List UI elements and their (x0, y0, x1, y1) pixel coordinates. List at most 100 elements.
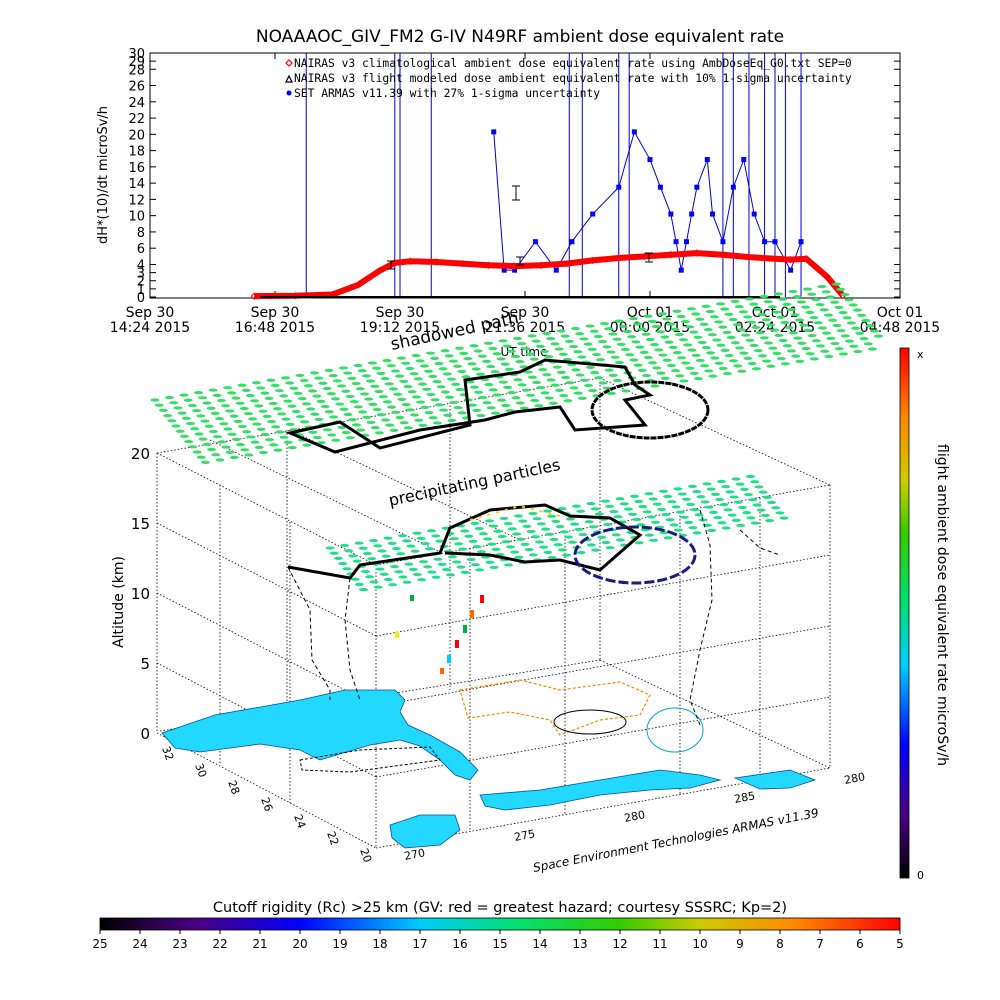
particle-dash (673, 528, 683, 532)
particle-dash (419, 560, 428, 564)
cutoff-tick-label: 11 (652, 937, 667, 951)
particle-dash (605, 546, 615, 550)
particle-dash (295, 373, 305, 377)
particle-dash (602, 386, 612, 390)
ground-track-circle (553, 709, 627, 735)
particle-dash (559, 530, 569, 534)
particle-dash (776, 357, 786, 361)
particle-dash (344, 549, 354, 553)
particle-dash (347, 418, 357, 422)
particle-dash (457, 411, 467, 415)
armas-point (647, 157, 653, 163)
cutoff-rigidity-gradient (99, 917, 901, 931)
particle-dash (755, 331, 765, 335)
particle-dash (326, 392, 336, 396)
particle-dash (531, 339, 541, 343)
particle-dash (675, 510, 685, 514)
particle-dash (485, 560, 495, 564)
particle-dash (266, 420, 276, 424)
particle-dash (793, 336, 803, 340)
particle-dash (291, 409, 301, 414)
particle-dash (431, 534, 441, 538)
particle-dash (716, 302, 725, 306)
cutoff-tick-label: 16 (452, 937, 467, 951)
particle-dash (372, 407, 382, 412)
particle-dash (432, 380, 442, 384)
particle-dash (376, 371, 386, 376)
x-tick-time: 16:48 2015 (235, 320, 315, 336)
particle-dash (692, 531, 702, 535)
particle-dash (803, 287, 812, 291)
particle-dash (204, 424, 214, 428)
particle-dash (383, 577, 393, 582)
particle-dash (225, 450, 235, 454)
armas-point (491, 129, 497, 135)
particle-dash (641, 332, 651, 336)
particle-dash (673, 487, 683, 491)
particle-dash (362, 551, 372, 556)
particle-dash (476, 413, 486, 418)
particle-dash (422, 387, 432, 391)
nairas-point (406, 257, 415, 265)
particle-dash (651, 324, 661, 329)
particle-dash (341, 389, 351, 393)
particle-dash (256, 386, 266, 390)
particle-dash (538, 367, 548, 372)
particle-dash (543, 550, 553, 554)
particle-dash (194, 391, 203, 395)
x-tick-date: Sep 30 (251, 305, 300, 321)
particle-dash (190, 427, 200, 431)
cutoff-tick-label: 15 (492, 937, 507, 951)
particle-dash (805, 352, 815, 356)
particle-dash (729, 359, 738, 363)
particle-dash (598, 381, 608, 385)
particle-dash (390, 565, 399, 569)
particle-dash (413, 377, 423, 381)
particle-dash (329, 551, 339, 555)
particle-dash (661, 512, 671, 517)
particle-dash (748, 498, 758, 502)
particle-dash (608, 332, 618, 336)
particle-dash (758, 354, 767, 358)
particle-dash (720, 307, 730, 311)
particle-dash (397, 356, 406, 360)
particle-dash (586, 502, 596, 506)
particle-dash (588, 389, 598, 393)
armas-point (532, 239, 538, 245)
armas-point (762, 239, 768, 245)
cutoff-tick-label: 9 (736, 937, 744, 951)
particle-dash (813, 321, 823, 325)
particle-dash (183, 398, 193, 402)
cutoff-rigidity-title: Cutoff rigidity (Rc) >25 km (GV: red = g… (213, 900, 787, 916)
altitude-tick-label: 0 (140, 725, 150, 743)
particle-dash (760, 513, 770, 517)
particle-dash (353, 405, 363, 409)
particle-dash (405, 366, 415, 371)
nairas-point (771, 255, 779, 263)
particle-dash (370, 384, 380, 388)
x-tick-time: 04:48 2015 (860, 320, 940, 336)
particle-dash (231, 437, 241, 442)
particle-dash (181, 416, 191, 420)
particle-dash (588, 525, 598, 529)
particle-dash (759, 294, 769, 299)
particle-dash (200, 460, 210, 464)
particle-dash (302, 443, 312, 447)
particle-dash (269, 443, 279, 447)
particle-dash (639, 350, 649, 354)
particle-dash (337, 384, 347, 388)
particle-dash (851, 326, 861, 330)
particle-dash (439, 408, 448, 412)
particle-dash (516, 537, 526, 541)
particle-dash (707, 528, 717, 533)
particle-dash (738, 505, 747, 510)
particle-dash (638, 505, 648, 509)
x-tick-date: Sep 30 (501, 305, 550, 321)
particle-dash (542, 331, 551, 336)
particle-dash (394, 570, 404, 574)
particle-dash (279, 394, 289, 398)
particle-dash (824, 354, 834, 359)
particle-dash (662, 317, 672, 321)
particle-dash (565, 381, 575, 385)
particle-dash (186, 421, 195, 426)
